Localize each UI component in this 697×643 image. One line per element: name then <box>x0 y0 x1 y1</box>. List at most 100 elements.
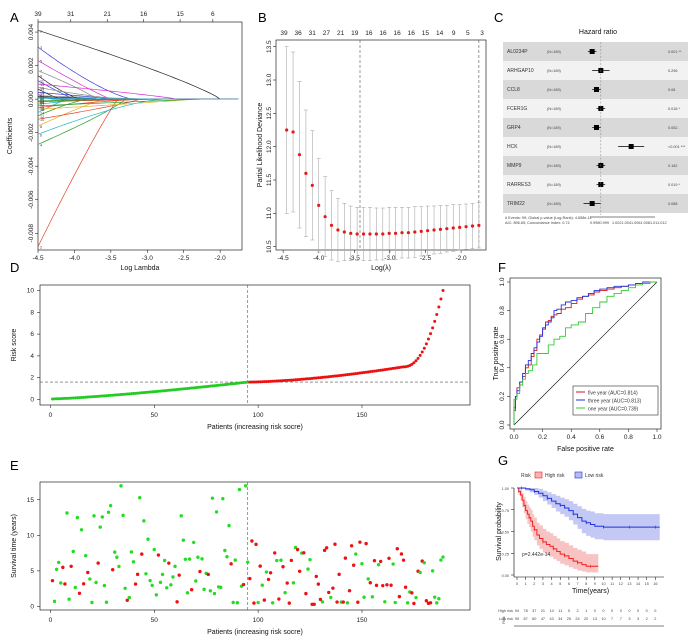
survival-point <box>256 600 260 605</box>
forest-footer-1: # Events: 99; Global p-value (Log-Rank):… <box>505 216 592 220</box>
survival-point <box>90 600 94 605</box>
survival-point <box>169 583 173 587</box>
survival-point <box>231 600 235 605</box>
survival-point <box>322 548 327 553</box>
risk-count: 13 <box>593 617 597 621</box>
path-index-label: 14 <box>40 112 44 116</box>
survival-point <box>133 582 138 586</box>
path-index-label: 10 <box>40 118 44 122</box>
survival-point <box>428 601 433 605</box>
path-index-label: 1 <box>40 29 42 33</box>
y-tick-label: 10 <box>27 287 35 294</box>
survival-point <box>291 581 296 585</box>
top-tick-label: 16 <box>408 30 416 37</box>
survival-point <box>385 583 389 587</box>
panel-letter-b: B <box>258 10 267 25</box>
survival-point <box>200 557 204 561</box>
survival-point <box>119 484 123 488</box>
x-tick-label: 0.6 <box>595 434 604 441</box>
y-tick-label: 12.5 <box>266 107 273 120</box>
deviance-point <box>323 215 327 219</box>
survival-point <box>189 587 194 592</box>
top-tick-label: 27 <box>323 30 331 37</box>
path-index-label: 2 <box>40 246 42 250</box>
p-value: 0.052 . <box>668 126 680 130</box>
deviance-point <box>361 232 366 236</box>
survival-point <box>227 523 231 528</box>
survival-point <box>88 577 92 581</box>
risk-count: 0 <box>594 609 596 613</box>
survival-point <box>63 582 67 586</box>
top-tick-label: 39 <box>34 11 42 18</box>
survival-point <box>127 595 132 600</box>
survival-point <box>165 586 169 590</box>
y-tick-label: 0 <box>30 397 34 404</box>
top-tick-label: 16 <box>365 30 373 37</box>
y-tick-label: 11.5 <box>266 174 273 187</box>
survival-point <box>312 602 316 607</box>
risk-point <box>422 346 426 350</box>
survival-point <box>318 597 323 602</box>
survival-point <box>154 593 159 597</box>
survival-point <box>129 550 134 554</box>
x-tick-label: 0 <box>516 582 518 586</box>
coefficient-path <box>38 98 239 102</box>
survival-point <box>356 600 360 604</box>
risk-count: 7 <box>611 617 613 621</box>
x-tick-label: 150 <box>357 617 368 624</box>
x-tick-label: 100 <box>253 617 264 624</box>
risk-table-label: Risk <box>502 616 506 623</box>
survival-point <box>121 513 125 518</box>
gene-name: RARRES3 <box>507 182 531 188</box>
survival-point <box>275 558 279 563</box>
risk-point <box>441 288 445 292</box>
y-tick-label: 0.75 <box>502 509 509 513</box>
survival-point <box>61 565 65 570</box>
hr-marker <box>589 49 595 54</box>
risk-count: 94 <box>515 609 519 613</box>
survival-point <box>235 601 240 605</box>
x-tick-label: -2.0 <box>215 255 227 262</box>
y-axis-label: True positive rate <box>493 326 500 380</box>
x-tick-label: -4.5 <box>32 255 44 262</box>
risk-count: 87 <box>524 617 528 621</box>
survival-point <box>399 552 404 556</box>
x-tick-label: 7 <box>576 582 578 586</box>
risk-point <box>420 350 424 354</box>
risk-count: 24 <box>575 617 579 621</box>
x-tick-label: -4.5 <box>278 255 290 262</box>
y-tick-label: 0.004 <box>28 24 35 41</box>
risk-point <box>429 332 433 336</box>
x-tick-label: 9 <box>594 582 596 586</box>
deviance-point <box>368 232 372 236</box>
plot-frame <box>275 39 487 251</box>
x-tick-label: 50 <box>151 617 159 624</box>
path-index-label: 28 <box>40 100 44 104</box>
survival-point <box>156 553 161 557</box>
top-tick-label: 3 <box>480 30 484 37</box>
legend-label-high: High risk <box>545 473 565 479</box>
survival-point <box>84 553 88 558</box>
survival-point <box>111 568 115 572</box>
legend-label-low: Low risk <box>585 473 604 479</box>
survival-point <box>270 601 275 605</box>
x-tick-label: 1 <box>525 582 527 586</box>
survival-point <box>56 560 61 565</box>
survival-point <box>237 487 242 492</box>
deviance-point <box>451 226 455 230</box>
panel-letter-f: F <box>498 260 506 275</box>
deviance-point <box>381 232 385 236</box>
deviance-point <box>304 171 308 175</box>
risk-count: 2 <box>576 609 578 613</box>
survival-point <box>281 565 285 569</box>
path-index-label: 4 <box>40 143 42 147</box>
path-index-label: 11 <box>40 80 44 84</box>
survival-point <box>67 597 71 601</box>
survival-point <box>52 599 57 604</box>
survival-point <box>50 578 55 583</box>
p-value: 0.001 ** <box>668 50 682 54</box>
x-tick-label: -2.5 <box>420 255 432 262</box>
coefficient-path <box>37 98 239 247</box>
survival-point <box>432 595 437 599</box>
survival-point <box>150 583 154 588</box>
